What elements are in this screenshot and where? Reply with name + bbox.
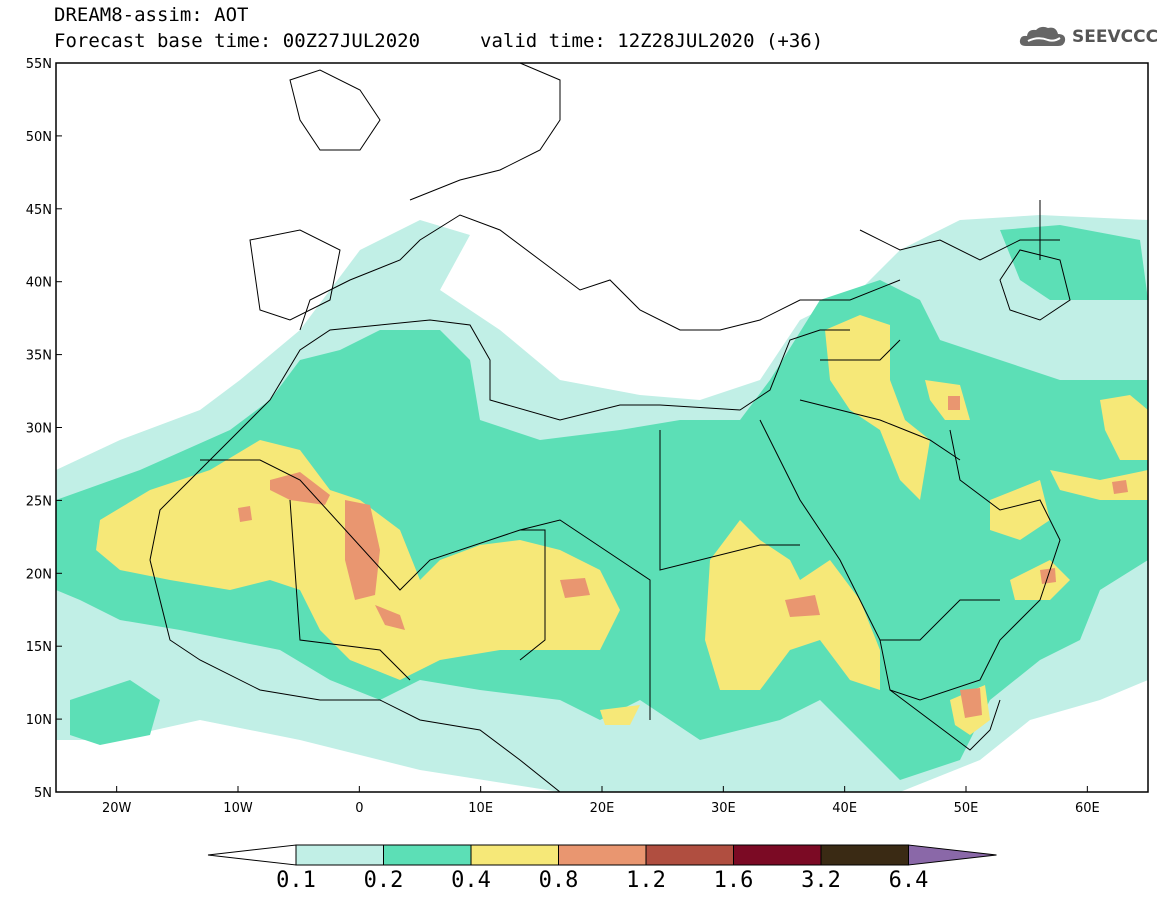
colorbar-label: 3.2: [801, 868, 841, 893]
seevccc-logo: SEEVCCC: [1018, 24, 1158, 50]
colorbar-label: 1.2: [626, 868, 666, 893]
colorbar: [207, 844, 997, 866]
latitude-ticks: 55N 50N 45N 40N 35N 30N 25N 20N 15N 10N 5N: [26, 57, 62, 801]
colorbar-segment: [820, 844, 909, 866]
map-title: DREAM8-assim: AOT: [54, 4, 249, 26]
lon-label: 40E: [832, 801, 857, 816]
cloud-icon: [1019, 26, 1066, 46]
lat-label: 50N: [26, 130, 52, 145]
lon-label: 10W: [223, 801, 253, 816]
aot-field: [56, 63, 1148, 792]
lat-label: 35N: [26, 349, 52, 364]
colorbar-label: 1.6: [713, 868, 754, 893]
colorbar-labels: 0.1 0.2 0.4 0.8 1.2 1.6 3.2 6.4: [0, 868, 1165, 894]
colorbar-segment: [558, 844, 647, 866]
lat-label: 15N: [26, 640, 52, 655]
colorbar-arrow-high: [908, 844, 997, 866]
coastlines: [149, 63, 1071, 792]
colorbar-label: 0.1: [276, 868, 316, 893]
colorbar-arrow-low: [207, 844, 297, 866]
lon-label: 20E: [590, 801, 615, 816]
colorbar-segment: [645, 844, 734, 866]
lat-label: 55N: [26, 57, 52, 72]
lon-label: 10E: [468, 801, 493, 816]
lat-label: 30N: [26, 422, 52, 437]
lat-label: 40N: [26, 276, 52, 291]
lon-label: 50E: [954, 801, 979, 816]
lat-label: 25N: [26, 494, 52, 509]
valid-time: valid time: 12Z28JUL2020 (+36): [480, 30, 824, 52]
colorbar-label: 0.4: [451, 868, 491, 893]
logo-text: SEEVCCC: [1072, 27, 1159, 47]
colorbar-label: 0.8: [538, 868, 579, 893]
colorbar-label: 0.2: [363, 868, 404, 893]
lat-label: 10N: [26, 713, 52, 728]
colorbar-segment: [295, 844, 384, 866]
longitude-ticks: 20W 10W 0 10E 20E 30E 40E 50E 60E: [102, 786, 1100, 816]
forecast-base-time: Forecast base time: 00Z27JUL2020: [54, 30, 421, 52]
lat-label: 5N: [34, 786, 52, 801]
colorbar-segment: [733, 844, 822, 866]
lon-label: 20W: [102, 801, 132, 816]
colorbar-segment: [470, 844, 559, 866]
colorbar-segment: [383, 844, 472, 866]
colorbar-label: 6.4: [888, 868, 929, 893]
lon-label: 60E: [1075, 801, 1100, 816]
lat-label: 45N: [26, 203, 52, 218]
lat-label: 20N: [26, 567, 52, 582]
lon-label: 30E: [711, 801, 736, 816]
lon-label: 0: [355, 801, 363, 816]
